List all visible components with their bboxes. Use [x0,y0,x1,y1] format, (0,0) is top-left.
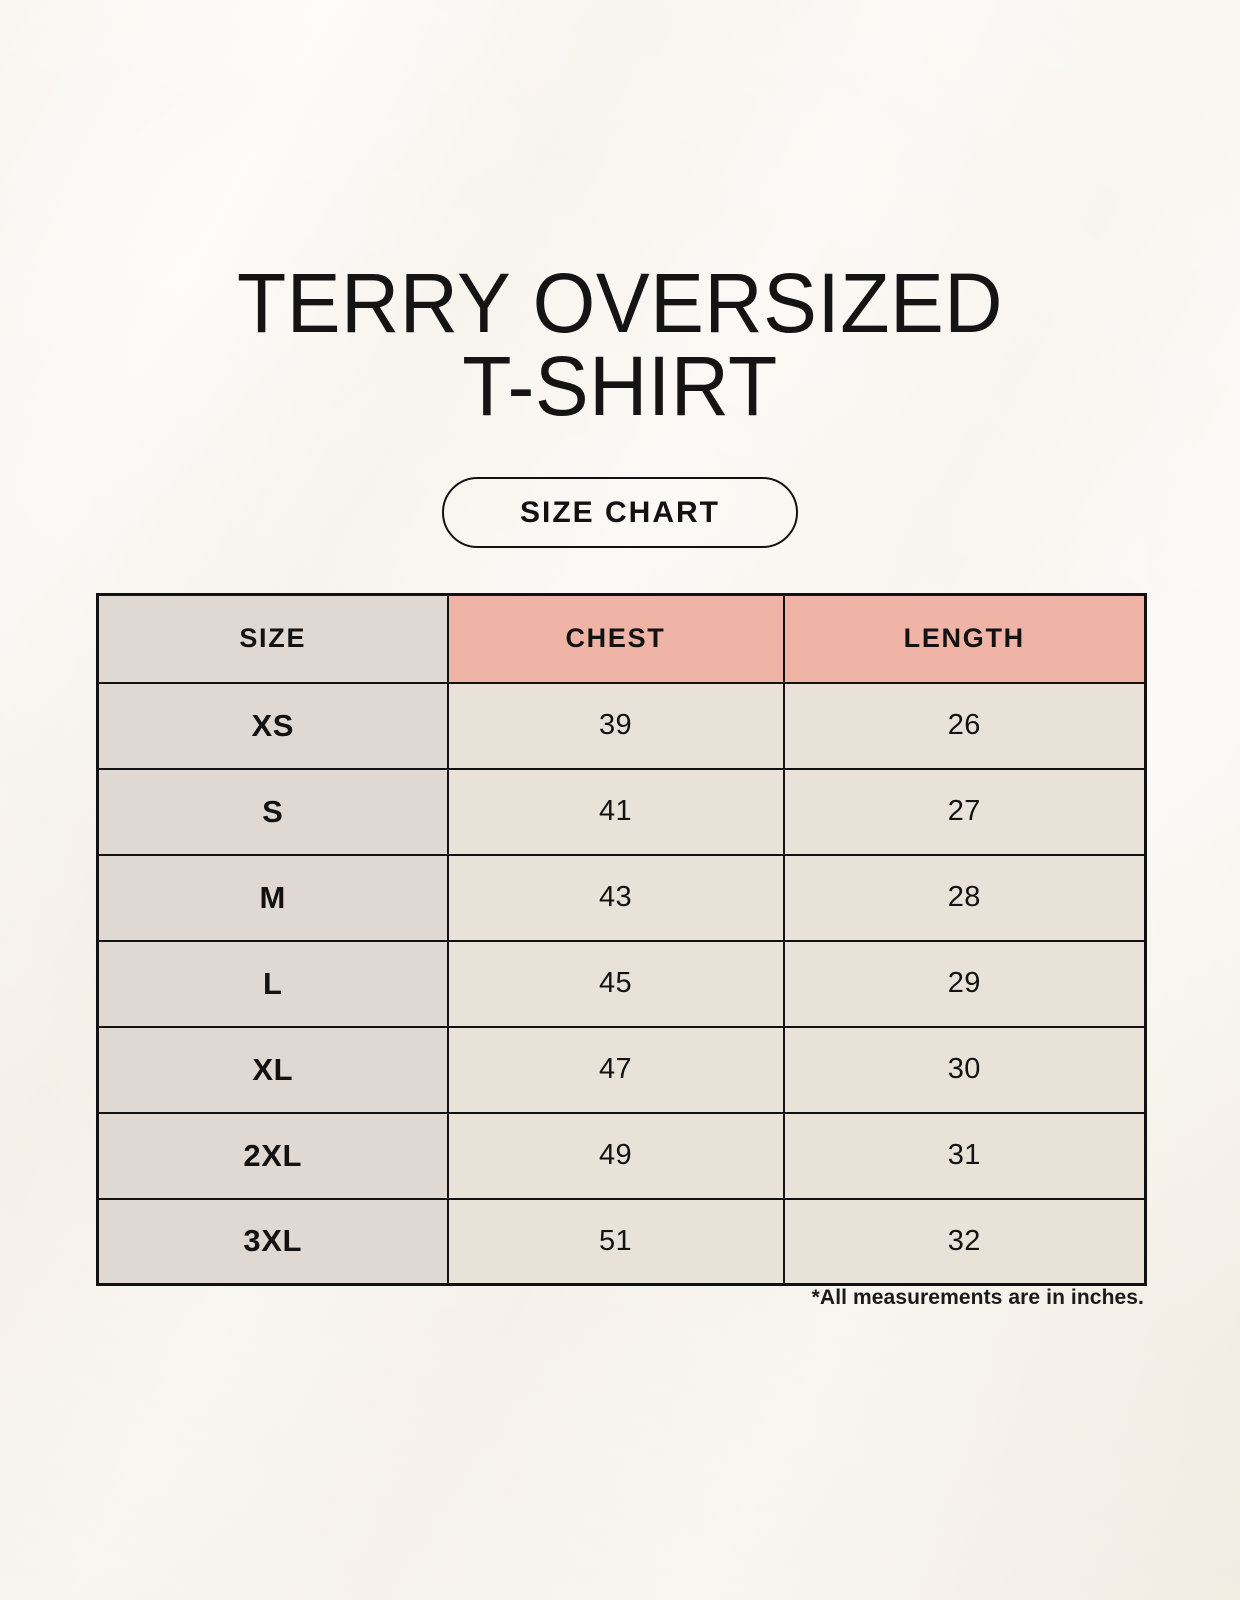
table-header: SIZE CHEST LENGTH [96,593,1147,684]
cell-size-s: S [96,767,449,856]
cell-size-l: L [96,939,449,1028]
cell-chest-m: 43 [446,853,785,942]
cell-chest-3xl: 51 [446,1197,785,1286]
cell-chest-xl: 47 [446,1025,785,1114]
size-chart-table: SIZE CHEST LENGTH XS 39 26 S 41 27 M [96,593,1147,1286]
cell-length-l: 29 [782,939,1147,1028]
column-header-length: LENGTH [782,593,1147,684]
page-title: TERRY OVERSIZED T-SHIRT [0,256,1240,434]
cell-chest-xs: 39 [446,681,785,770]
measurement-units-note: *All measurements are in inches. [811,1286,1144,1309]
page-title-line-2: T-SHIRT [462,339,778,434]
cell-chest-2xl: 49 [446,1111,785,1200]
table-row: 3XL 51 32 [96,1197,1147,1286]
cell-chest-l: 45 [446,939,785,1028]
size-chart-table-container: SIZE CHEST LENGTH XS 39 26 S 41 27 M [96,593,1147,1286]
cell-length-s: 27 [782,767,1147,856]
cell-size-m: M [96,853,449,942]
cell-size-2xl: 2XL [96,1111,449,1200]
table-row: S 41 27 [96,767,1147,856]
table-row: M 43 28 [96,853,1147,942]
cell-size-xl: XL [96,1025,449,1114]
table-body: XS 39 26 S 41 27 M 43 28 L 45 29 [96,681,1147,1286]
table-row: XS 39 26 [96,681,1147,770]
table-row: L 45 29 [96,939,1147,1028]
cell-size-3xl: 3XL [96,1197,449,1286]
cell-length-m: 28 [782,853,1147,942]
cell-size-xs: XS [96,681,449,770]
page-title-line-1: TERRY OVERSIZED [236,256,1003,350]
cell-length-xs: 26 [782,681,1147,770]
column-header-size: SIZE [96,593,449,684]
column-header-chest: CHEST [446,593,785,684]
table-row: 2XL 49 31 [96,1111,1147,1200]
cell-length-2xl: 31 [782,1111,1147,1200]
cell-length-xl: 30 [782,1025,1147,1114]
size-chart-badge: SIZE CHART [442,477,798,548]
cell-chest-s: 41 [446,767,785,856]
table-row: XL 47 30 [96,1025,1147,1114]
table-header-row: SIZE CHEST LENGTH [96,593,1147,684]
size-chart-badge-container: SIZE CHART [0,477,1240,548]
cell-length-3xl: 32 [782,1197,1147,1286]
